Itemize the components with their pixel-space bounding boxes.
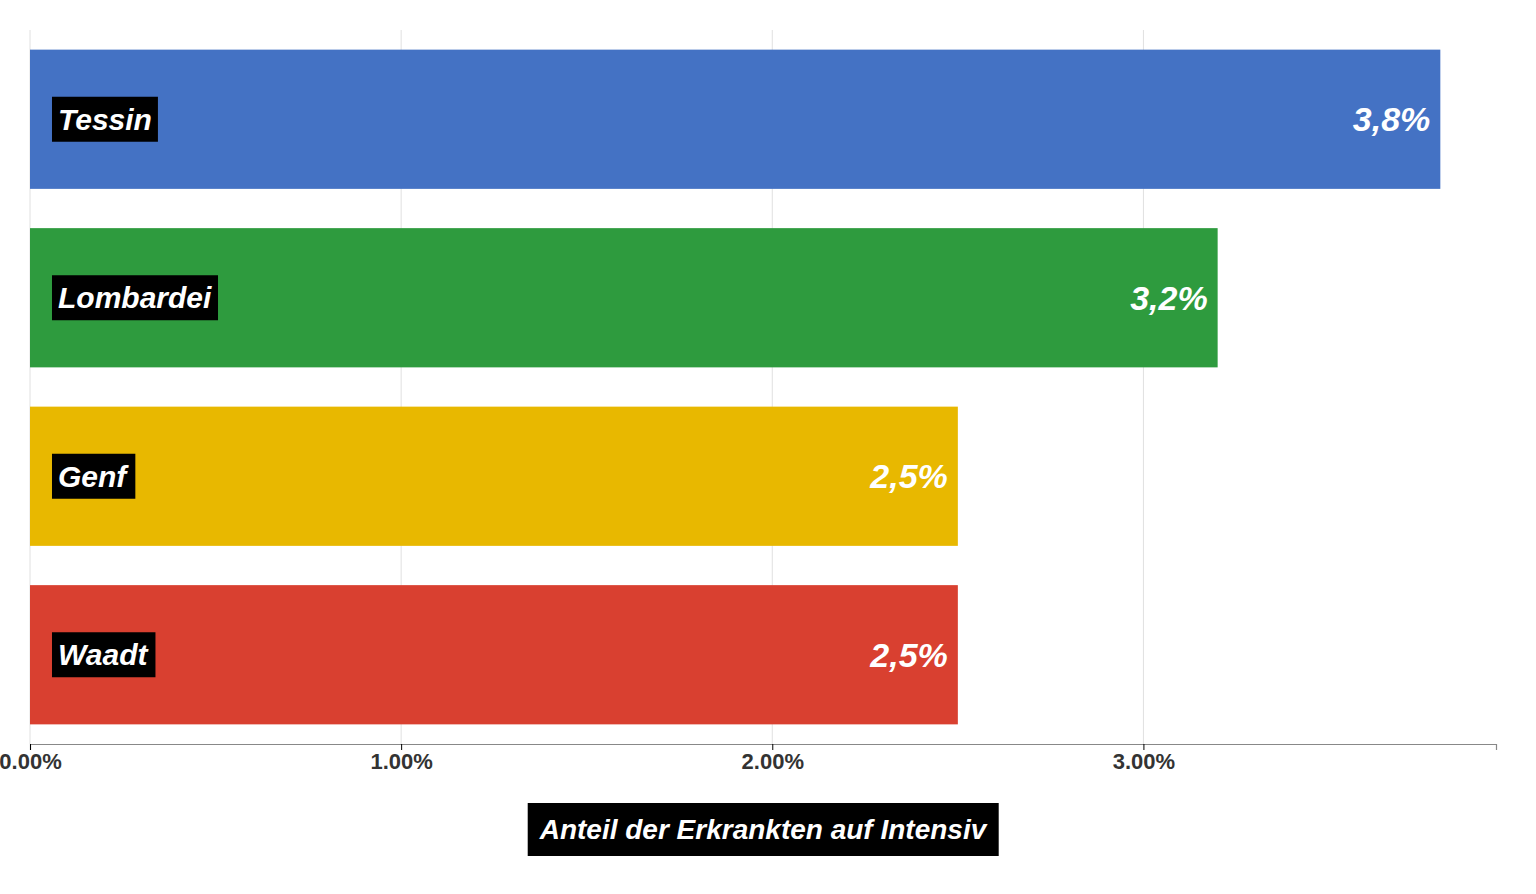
tick: 2.00% bbox=[742, 744, 804, 774]
plot: 0.00% 1.00% 2.00% 3.00% 3,8% 3,2% 2,5% 2,5% Tess… bbox=[0, 30, 1497, 774]
chart: 0.00% 1.00% 2.00% 3.00% 3,8% 3,2% 2,5% 2,5% Tess… bbox=[0, 0, 1536, 894]
label-box bbox=[528, 803, 999, 856]
category-label-group: Genf bbox=[52, 454, 135, 499]
bar bbox=[30, 407, 958, 546]
tick-label: 3.00% bbox=[1113, 749, 1175, 774]
label-box bbox=[52, 275, 218, 320]
tick-label: 2.00% bbox=[742, 749, 804, 774]
bar bbox=[30, 50, 1440, 189]
tick-label: 0.00% bbox=[0, 749, 62, 774]
data-label: 2,5% bbox=[869, 457, 948, 495]
data-label: 3,8% bbox=[1353, 100, 1431, 138]
data-label: 2,5% bbox=[869, 636, 948, 674]
category-label: Waadt bbox=[58, 638, 149, 671]
category-label: Tessin bbox=[58, 103, 152, 136]
tick: 0.00% bbox=[0, 744, 62, 774]
data-label: 3,2% bbox=[1130, 279, 1208, 317]
data-labels: 3,8% 3,2% 2,5% 2,5% bbox=[869, 100, 1430, 674]
tick: 1.00% bbox=[370, 744, 432, 774]
label-box bbox=[52, 97, 158, 142]
label-box bbox=[52, 632, 155, 677]
category-label-group: Tessin bbox=[52, 97, 158, 142]
tick-label: 1.00% bbox=[370, 749, 432, 774]
category-label-group: Lombardei bbox=[52, 275, 218, 320]
tick: 3.00% bbox=[1113, 744, 1175, 774]
label-box bbox=[52, 454, 135, 499]
x-label-group: Anteil der Erkrankten auf Intensiv bbox=[528, 803, 999, 856]
bars bbox=[30, 50, 1440, 725]
category-label-group: Waadt bbox=[52, 632, 155, 677]
category-label: Genf bbox=[58, 460, 129, 493]
x-axis: 0.00% 1.00% 2.00% 3.00% bbox=[0, 744, 1497, 774]
bar bbox=[30, 228, 1218, 367]
x-axis-title: Anteil der Erkrankten auf Intensiv bbox=[539, 814, 988, 845]
category-label: Lombardei bbox=[58, 281, 212, 314]
bar bbox=[30, 585, 958, 724]
category-labels: Tessin Lombardei Genf Waadt bbox=[52, 97, 218, 678]
